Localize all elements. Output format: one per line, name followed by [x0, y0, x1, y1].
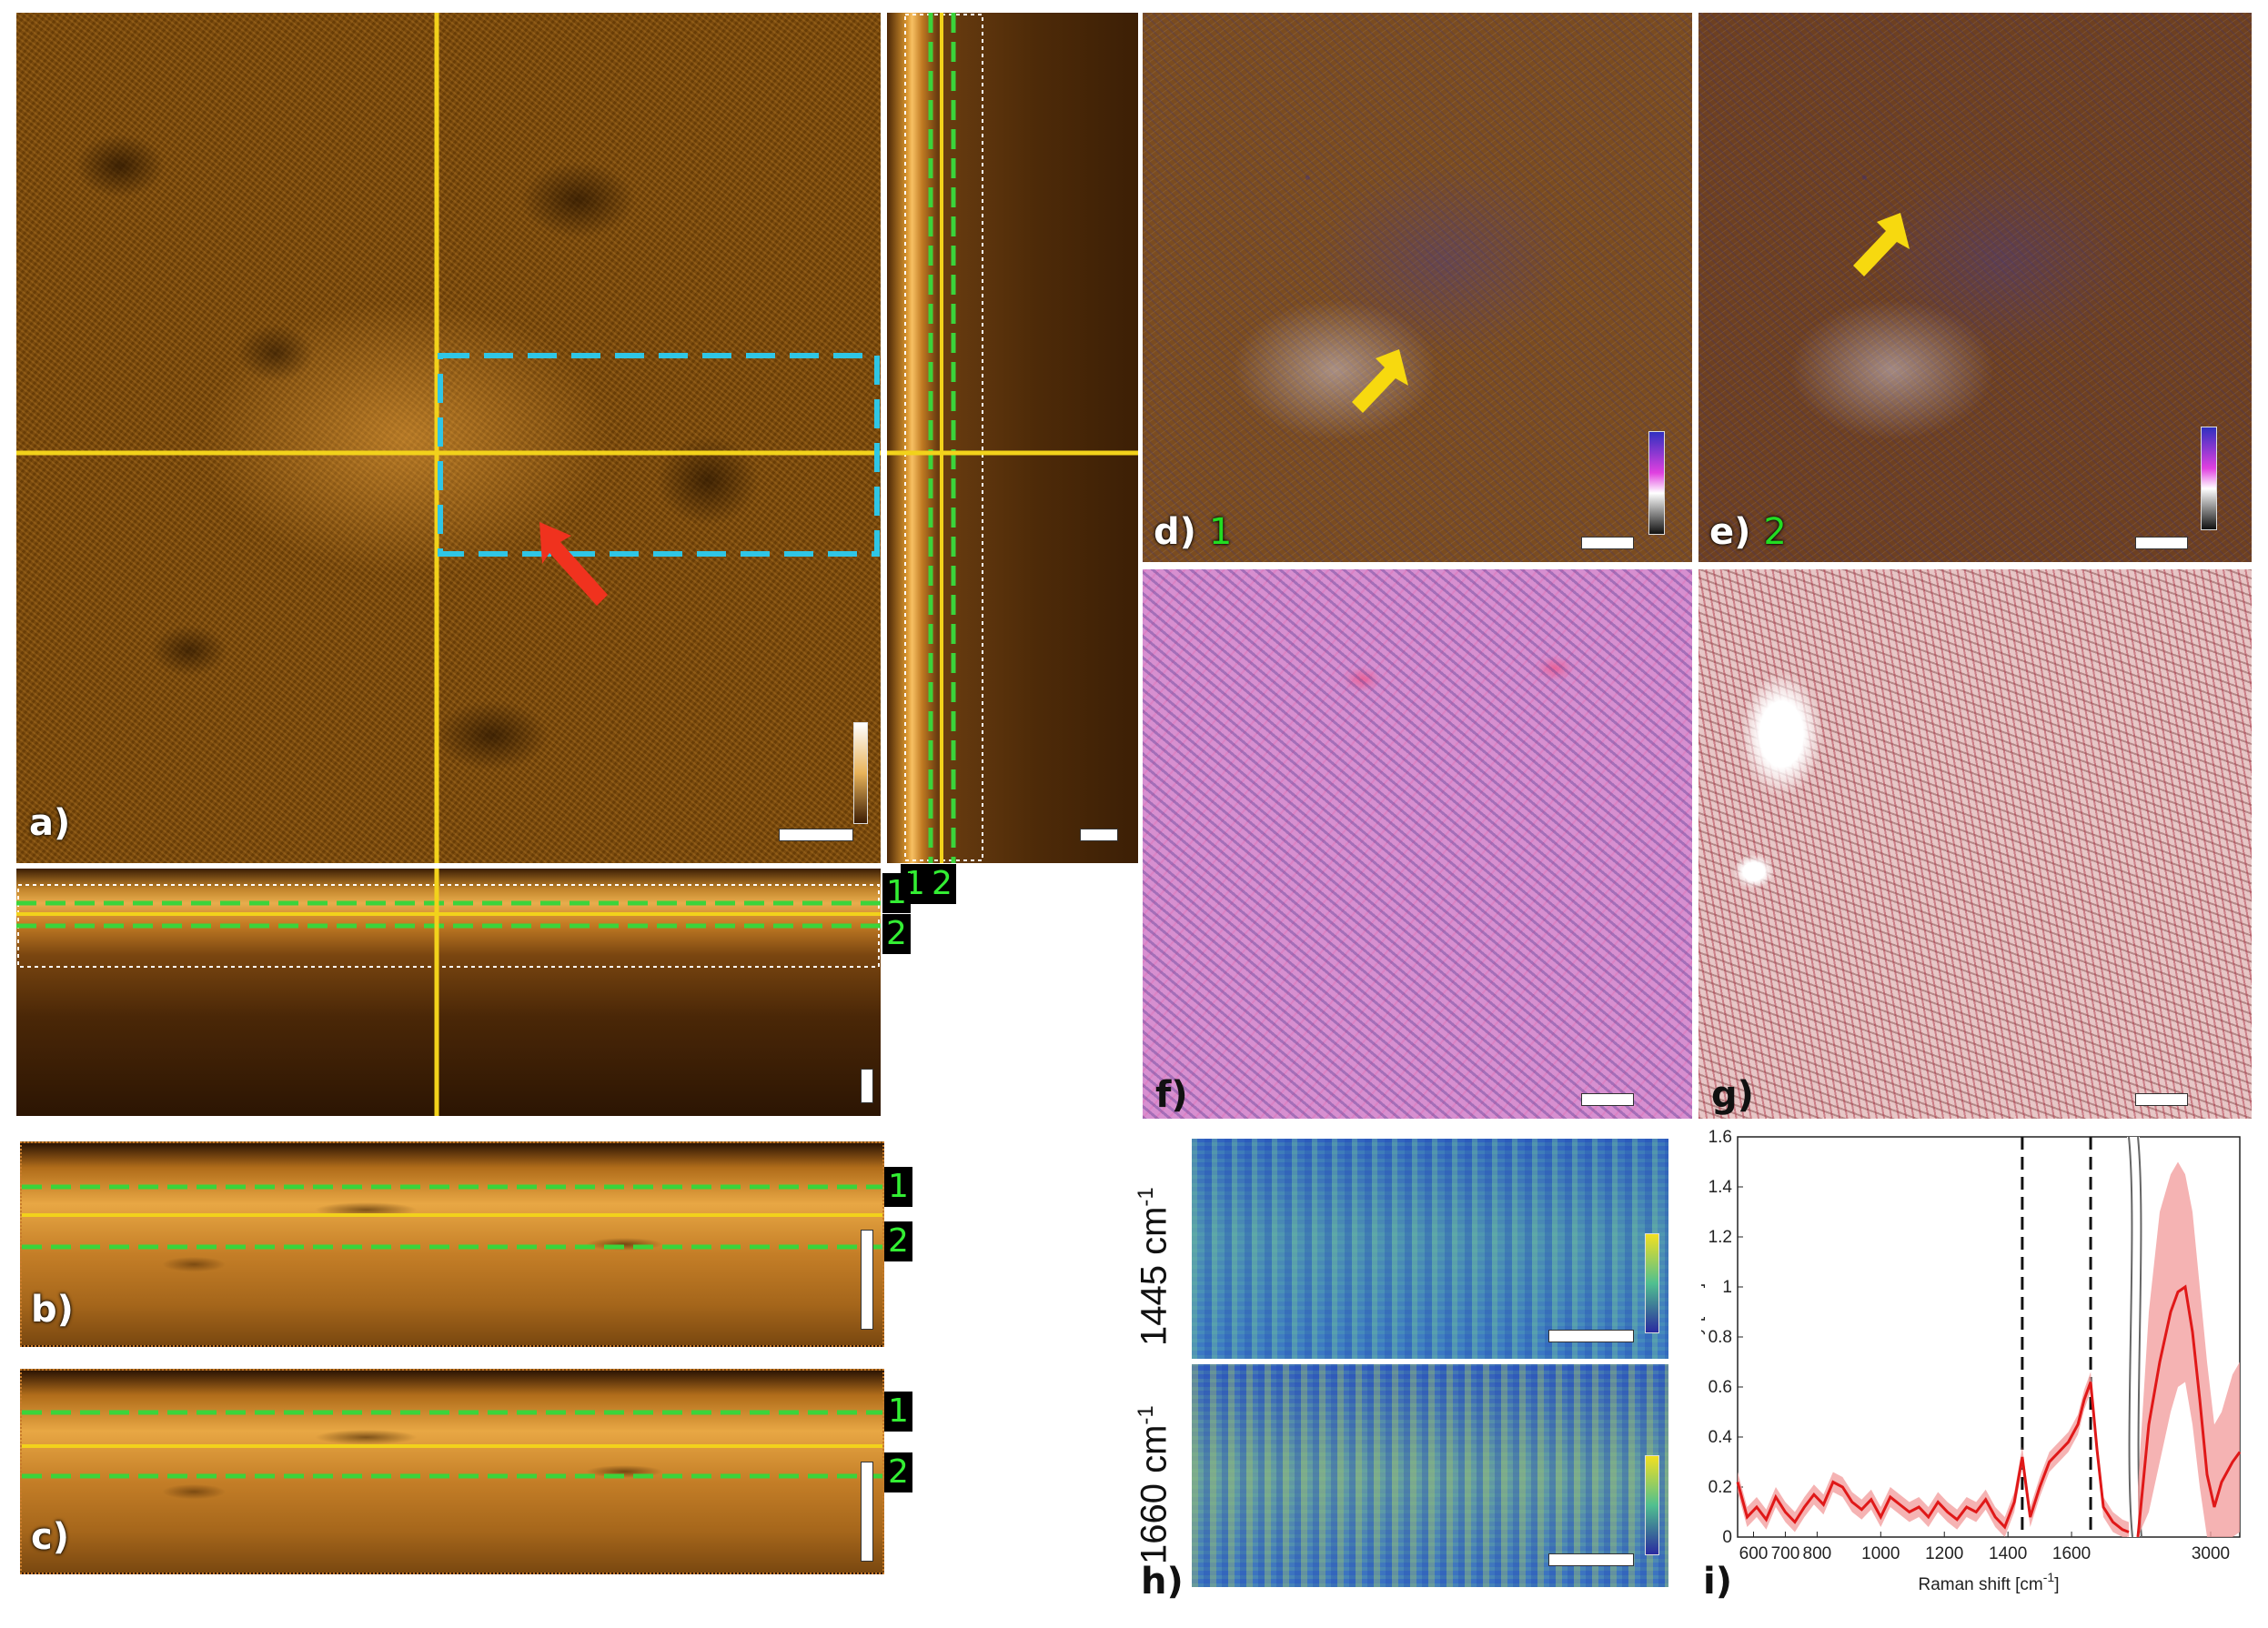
- bottom-marker-1: 1: [882, 873, 911, 913]
- c-marker-2: 2: [884, 1452, 912, 1492]
- panel-label-e-text: e): [1709, 511, 1751, 553]
- panel-a-bottom-section: [16, 869, 881, 1116]
- colorbar-e: [2201, 427, 2217, 530]
- spectrum-line-high-wavenumber: [2136, 1284, 2242, 1538]
- spectrum-line-fingerprint: [1736, 1381, 2130, 1533]
- scale-bar-d: [1581, 537, 1634, 549]
- panel-label-e: e) 2: [1709, 511, 1787, 553]
- panel-label-i: i): [1703, 1561, 1732, 1603]
- axis-break-left: [2128, 1136, 2133, 1538]
- y-tick-label: 0.6: [1709, 1378, 1732, 1397]
- spectrum-band-high-wavenumber: [2138, 1161, 2240, 1537]
- roi-box: [438, 353, 880, 557]
- bottom-section-overlay: [16, 869, 881, 1116]
- panel-d-layer-number: 1: [1208, 511, 1233, 553]
- panel-a-overlay: [16, 13, 881, 863]
- y-tick-label: 0.2: [1709, 1478, 1732, 1497]
- h-row2-text: 1660 cm: [1134, 1424, 1174, 1564]
- bottom-marker-2: 2: [882, 914, 911, 954]
- y-tick-label: 0.4: [1709, 1428, 1733, 1447]
- scale-bar-h2: [1548, 1553, 1634, 1566]
- scale-bar-c: [861, 1462, 873, 1562]
- side-marker-2: 2: [928, 864, 956, 904]
- scale-bar-g: [2135, 1093, 2188, 1106]
- scale-bar-a: [779, 829, 853, 841]
- scale-bar-a-side: [1080, 829, 1118, 841]
- panel-d-overlay: [1352, 349, 1408, 413]
- h-row1-sup: -1: [1134, 1187, 1158, 1207]
- panel-c-overlay: [22, 1410, 882, 1479]
- x-tick-label: 1200: [1925, 1544, 1963, 1563]
- x-tick-label: 800: [1803, 1544, 1832, 1563]
- y-axis-label: Intensity [a.u.]: [1701, 1283, 1706, 1391]
- yellow-arrow-icon: [1853, 213, 1910, 276]
- colorbar-h1: [1645, 1233, 1659, 1333]
- panel-g-histology: g): [1698, 569, 2252, 1119]
- scale-bar-h1: [1548, 1330, 1634, 1342]
- y-tick-label: 0.8: [1709, 1328, 1732, 1347]
- y-tick-label: 1: [1722, 1278, 1732, 1297]
- panel-h-heatmap-1445: [1192, 1139, 1668, 1359]
- panel-h-heatmap-1660: [1192, 1364, 1668, 1587]
- y-tick-label: 0: [1722, 1528, 1732, 1547]
- panel-label-c: c): [31, 1516, 69, 1558]
- h-row2-sup: -1: [1134, 1405, 1158, 1425]
- panel-label-g: g): [1711, 1074, 1754, 1116]
- h-row1-label: 1445 cm-1: [1134, 1187, 1174, 1346]
- x-tick-label: 1400: [1989, 1544, 2027, 1563]
- scale-bar-e: [2135, 537, 2188, 549]
- panel-b-bscan: b): [20, 1141, 884, 1347]
- x-tick-label: 3000: [2192, 1544, 2230, 1563]
- h-row1-text: 1445 cm: [1134, 1206, 1174, 1346]
- colorbar-d: [1648, 431, 1665, 535]
- y-tick-label: 1.6: [1709, 1128, 1732, 1147]
- panel-e-layer-number: 2: [1763, 511, 1787, 553]
- red-arrow-icon: [539, 522, 608, 606]
- panel-e-overlay: [1853, 213, 1910, 276]
- x-axis-label: Raman shift [cm-1]: [1919, 1570, 2060, 1594]
- colorbar-h2: [1645, 1455, 1659, 1555]
- panel-label-h: h): [1141, 1561, 1184, 1603]
- scale-bar-f: [1581, 1093, 1634, 1106]
- panel-b-overlay: [22, 1184, 882, 1250]
- panel-i-spectrum-chart: 0 0.2 0.4 0.6 0.8 1 1.2 1.4 1.6 600 700 800 1000 1200…: [1701, 1128, 2242, 1594]
- x-tick-label: 600: [1739, 1544, 1769, 1563]
- scale-bar-a-bottom: [861, 1069, 873, 1103]
- side-section-overlay: [887, 13, 1138, 863]
- c-marker-1: 1: [884, 1392, 912, 1432]
- panel-label-f: f): [1155, 1074, 1188, 1116]
- y-tick-label: 1.2: [1709, 1228, 1732, 1247]
- panel-label-b: b): [31, 1289, 74, 1331]
- b-marker-2: 2: [884, 1221, 912, 1261]
- x-tick-label: 1000: [1861, 1544, 1900, 1563]
- yellow-arrow-icon: [1352, 349, 1408, 413]
- side-section-box: [904, 14, 983, 861]
- b-marker-1: 1: [884, 1167, 912, 1207]
- panel-d-raman-layer-1: d) 1: [1143, 13, 1692, 562]
- panel-label-a: a): [29, 802, 71, 844]
- panel-label-d-text: d): [1154, 511, 1196, 553]
- x-tick-label: 700: [1771, 1544, 1800, 1563]
- panel-a-en-face-oct: a): [16, 13, 881, 863]
- y-tick-label: 1.4: [1709, 1178, 1733, 1197]
- panel-f-he-histology: f): [1143, 569, 1692, 1119]
- panel-e-raman-layer-2: e) 2: [1698, 13, 2252, 562]
- x-tick-label: 1600: [2052, 1544, 2091, 1563]
- panel-c-bscan: c): [20, 1369, 884, 1574]
- panel-a-side-section: [887, 13, 1138, 863]
- h-row2-label: 1660 cm-1: [1134, 1405, 1174, 1564]
- colorbar-a: [853, 722, 868, 824]
- panel-label-d: d) 1: [1154, 511, 1232, 553]
- scale-bar-b: [861, 1230, 873, 1330]
